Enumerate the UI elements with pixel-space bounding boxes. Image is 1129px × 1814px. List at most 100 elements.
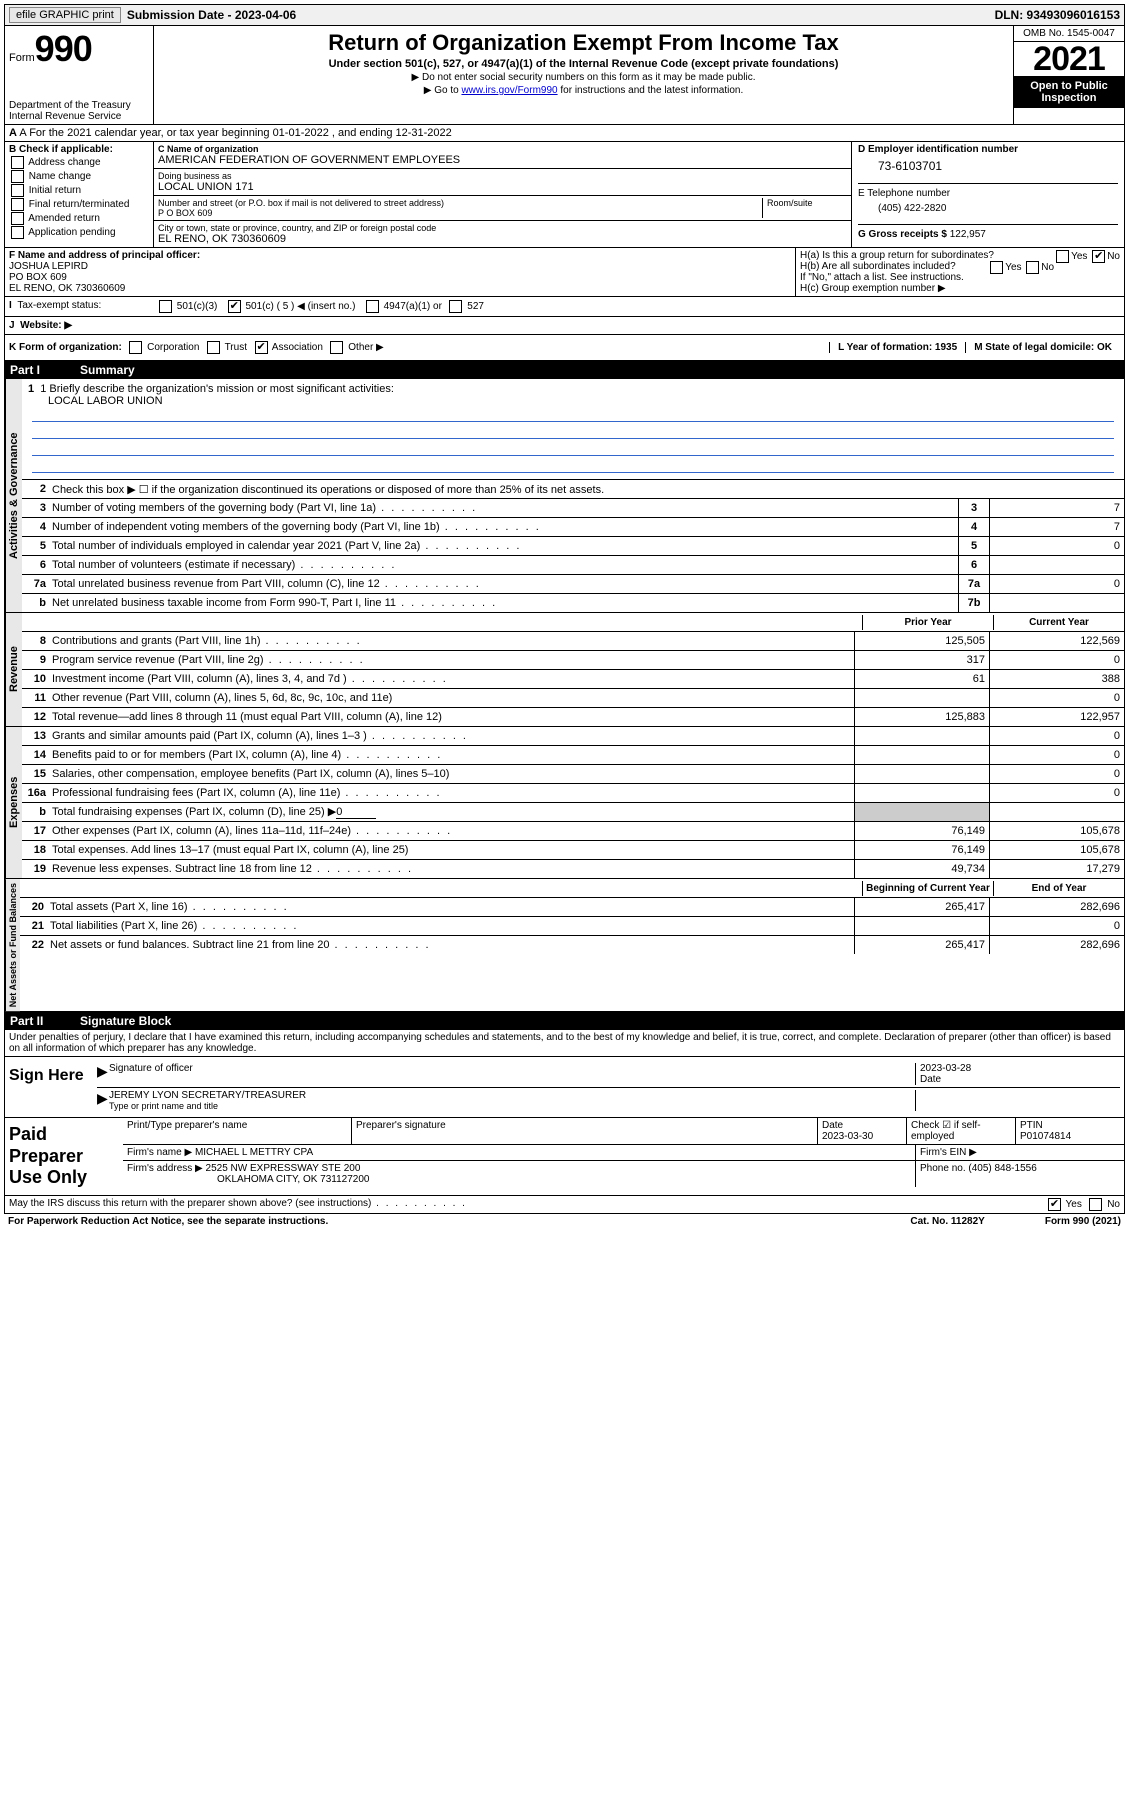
line7a-val: 0	[989, 575, 1124, 593]
city-label: City or town, state or province, country…	[158, 223, 847, 233]
street-label: Number and street (or P.O. box if mail i…	[158, 198, 762, 208]
line22-eoy: 282,696	[989, 936, 1124, 954]
line19-current: 17,279	[989, 860, 1124, 878]
gross-receipts-label: G Gross receipts $	[858, 229, 950, 240]
hb-yes-checkbox[interactable]	[990, 261, 1003, 274]
perjury-declaration: Under penalties of perjury, I declare th…	[5, 1030, 1124, 1056]
line13-desc: Grants and similar amounts paid (Part IX…	[50, 728, 854, 744]
line10-current: 388	[989, 670, 1124, 688]
ha-no-checkbox[interactable]	[1092, 250, 1105, 263]
line9-prior: 317	[854, 651, 989, 669]
dba-value: LOCAL UNION 171	[158, 181, 847, 193]
hb-no-checkbox[interactable]	[1026, 261, 1039, 274]
form-title: Return of Organization Exempt From Incom…	[160, 30, 1007, 56]
eoy-header: End of Year	[993, 881, 1124, 896]
line17-desc: Other expenses (Part IX, column (A), lin…	[50, 823, 854, 839]
officer-label: F Name and address of principal officer:	[9, 250, 200, 261]
name-title-label: Type or print name and title	[109, 1101, 915, 1111]
line6-val	[989, 556, 1124, 574]
line10-desc: Investment income (Part VIII, column (A)…	[50, 671, 854, 687]
tax-year: 2021	[1014, 42, 1124, 76]
line5-val: 0	[989, 537, 1124, 555]
firm-addr-label: Firm's address ▶	[127, 1163, 203, 1174]
address-change-checkbox[interactable]	[11, 156, 24, 169]
initial-return-checkbox[interactable]	[11, 184, 24, 197]
other-checkbox[interactable]	[330, 341, 343, 354]
line8-desc: Contributions and grants (Part VIII, lin…	[50, 633, 854, 649]
4947-checkbox[interactable]	[366, 300, 379, 313]
state-domicile: M State of legal domicile: OK	[965, 342, 1120, 353]
discuss-yes-checkbox[interactable]	[1048, 1198, 1061, 1211]
line7b-val	[989, 594, 1124, 612]
line20-desc: Total assets (Part X, line 16)	[48, 899, 854, 915]
paid-preparer-label: Paid Preparer Use Only	[5, 1118, 123, 1195]
assoc-checkbox[interactable]	[255, 341, 268, 354]
line12-current: 122,957	[989, 708, 1124, 726]
line22-desc: Net assets or fund balances. Subtract li…	[48, 937, 854, 953]
line6-desc: Total number of volunteers (estimate if …	[50, 557, 958, 573]
application-pending-checkbox[interactable]	[11, 226, 24, 239]
trust-checkbox[interactable]	[207, 341, 220, 354]
line15-current: 0	[989, 765, 1124, 783]
hc-label: H(c) Group exemption number ▶	[800, 283, 1120, 294]
tax-exempt-label: Tax-exempt status:	[17, 300, 101, 311]
website-label: Website: ▶	[20, 320, 72, 331]
officer-name: JOSHUA LEPIRD	[9, 261, 791, 272]
line20-eoy: 282,696	[989, 898, 1124, 916]
date-label: Date	[920, 1074, 941, 1085]
line16a-current: 0	[989, 784, 1124, 802]
line8-prior: 125,505	[854, 632, 989, 650]
line3-val: 7	[989, 499, 1124, 517]
preparer-name-header: Print/Type preparer's name	[123, 1118, 352, 1144]
self-employed-header: Check ☑ if self-employed	[907, 1118, 1016, 1144]
firm-addr1: 2525 NW EXPRESSWAY STE 200	[206, 1163, 361, 1174]
year-formation: L Year of formation: 1935	[829, 342, 965, 353]
final-return-checkbox[interactable]	[11, 198, 24, 211]
line2-desc: Check this box ▶ ☐ if the organization d…	[50, 481, 1124, 498]
form-subtitle: Under section 501(c), 527, or 4947(a)(1)…	[160, 58, 1007, 70]
revenue-label: Revenue	[5, 613, 22, 726]
officer-signed-name: JEREMY LYON SECRETARY/TREASURER	[109, 1090, 915, 1101]
527-checkbox[interactable]	[449, 300, 462, 313]
ssn-warning: ▶ Do not enter social security numbers o…	[160, 72, 1007, 83]
line18-current: 105,678	[989, 841, 1124, 859]
corp-checkbox[interactable]	[129, 341, 142, 354]
dept-treasury: Department of the Treasury	[9, 100, 149, 111]
org-name: AMERICAN FEDERATION OF GOVERNMENT EMPLOY…	[158, 154, 847, 166]
prior-year-header: Prior Year	[862, 615, 993, 630]
line15-prior	[854, 765, 989, 783]
line9-current: 0	[989, 651, 1124, 669]
line17-current: 105,678	[989, 822, 1124, 840]
submission-date: Submission Date - 2023-04-06	[127, 8, 296, 22]
amended-return-checkbox[interactable]	[11, 212, 24, 225]
preparer-sig-header: Preparer's signature	[352, 1118, 818, 1144]
irs-link[interactable]: www.irs.gov/Form990	[461, 85, 557, 96]
line12-prior: 125,883	[854, 708, 989, 726]
firm-phone: Phone no. (405) 848-1556	[916, 1161, 1124, 1187]
firm-name: MICHAEL L METTRY CPA	[195, 1147, 313, 1158]
line21-eoy: 0	[989, 917, 1124, 935]
dln: DLN: 93493096016153	[995, 8, 1120, 22]
firm-name-label: Firm's name ▶	[127, 1147, 192, 1158]
line20-boy: 265,417	[854, 898, 989, 916]
line21-desc: Total liabilities (Part X, line 26)	[48, 918, 854, 934]
501c3-checkbox[interactable]	[159, 300, 172, 313]
line13-current: 0	[989, 727, 1124, 745]
efile-print-button[interactable]: efile GRAPHIC print	[9, 7, 121, 23]
line16a-prior	[854, 784, 989, 802]
line7a-desc: Total unrelated business revenue from Pa…	[50, 576, 958, 592]
phone-value: (405) 422-2820	[878, 203, 1118, 214]
hb-note: If "No," attach a list. See instructions…	[800, 272, 1120, 283]
line22-boy: 265,417	[854, 936, 989, 954]
top-bar: efile GRAPHIC print Submission Date - 20…	[4, 4, 1125, 26]
line15-desc: Salaries, other compensation, employee b…	[50, 766, 854, 782]
line16b-desc: Total fundraising expenses (Part IX, col…	[50, 803, 854, 821]
ein-label: D Employer identification number	[858, 144, 1018, 155]
501c-checkbox[interactable]	[228, 300, 241, 313]
line11-desc: Other revenue (Part VIII, column (A), li…	[50, 690, 854, 706]
city-value: EL RENO, OK 730360609	[158, 233, 847, 245]
ha-yes-checkbox[interactable]	[1056, 250, 1069, 263]
name-change-checkbox[interactable]	[11, 170, 24, 183]
line11-current: 0	[989, 689, 1124, 707]
discuss-no-checkbox[interactable]	[1089, 1198, 1102, 1211]
